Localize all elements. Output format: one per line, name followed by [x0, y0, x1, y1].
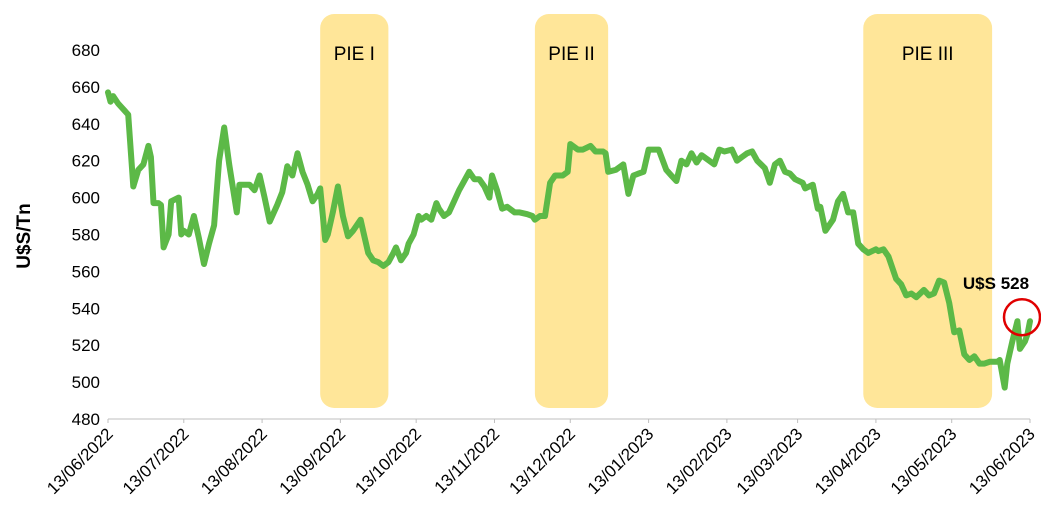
x-tick-label: 13/11/2022 [431, 424, 504, 497]
x-tick-label: 13/02/2023 [662, 424, 736, 498]
y-tick-label: 500 [72, 373, 100, 392]
y-tick-label: 620 [72, 152, 100, 171]
period-band [320, 14, 389, 408]
y-tick-label: 680 [72, 41, 100, 60]
period-band [863, 14, 993, 408]
x-tick-label: 13/12/2022 [505, 424, 579, 498]
band-label: PIE I [334, 44, 375, 65]
y-tick-label: 540 [72, 299, 100, 318]
x-tick-label: 13/06/2022 [43, 424, 117, 498]
y-tick-label: 640 [72, 115, 100, 134]
highlight-circle [1002, 297, 1041, 337]
y-tick-label: 600 [72, 189, 100, 208]
x-tick-label: 13/01/2023 [584, 424, 658, 498]
x-tick-label: 13/10/2022 [351, 424, 425, 498]
y-tick-label: 480 [72, 410, 100, 429]
x-tick-label: 13/03/2023 [733, 424, 807, 498]
x-tick-label: 13/06/2023 [965, 424, 1039, 498]
price-line [105, 89, 1033, 391]
y-tick-label: 660 [72, 78, 100, 97]
x-tick-label: 13/04/2023 [811, 424, 885, 498]
x-tick-label: 13/09/2022 [276, 424, 350, 498]
annotation: U$S 528 [963, 274, 1029, 293]
period-band [534, 14, 609, 408]
x-tick-label: 13/08/2022 [197, 424, 271, 498]
band-label: PIE III [902, 44, 954, 65]
x-tick-label: 13/07/2022 [119, 424, 193, 498]
y-tick-label: 560 [72, 262, 100, 281]
band-label: PIE II [548, 44, 594, 65]
y-axis-label: U$S/Tn [14, 203, 35, 268]
y-tick-label: 580 [72, 226, 100, 245]
x-tick-label: 13/05/2023 [887, 424, 961, 498]
y-tick-label: 520 [72, 336, 100, 355]
